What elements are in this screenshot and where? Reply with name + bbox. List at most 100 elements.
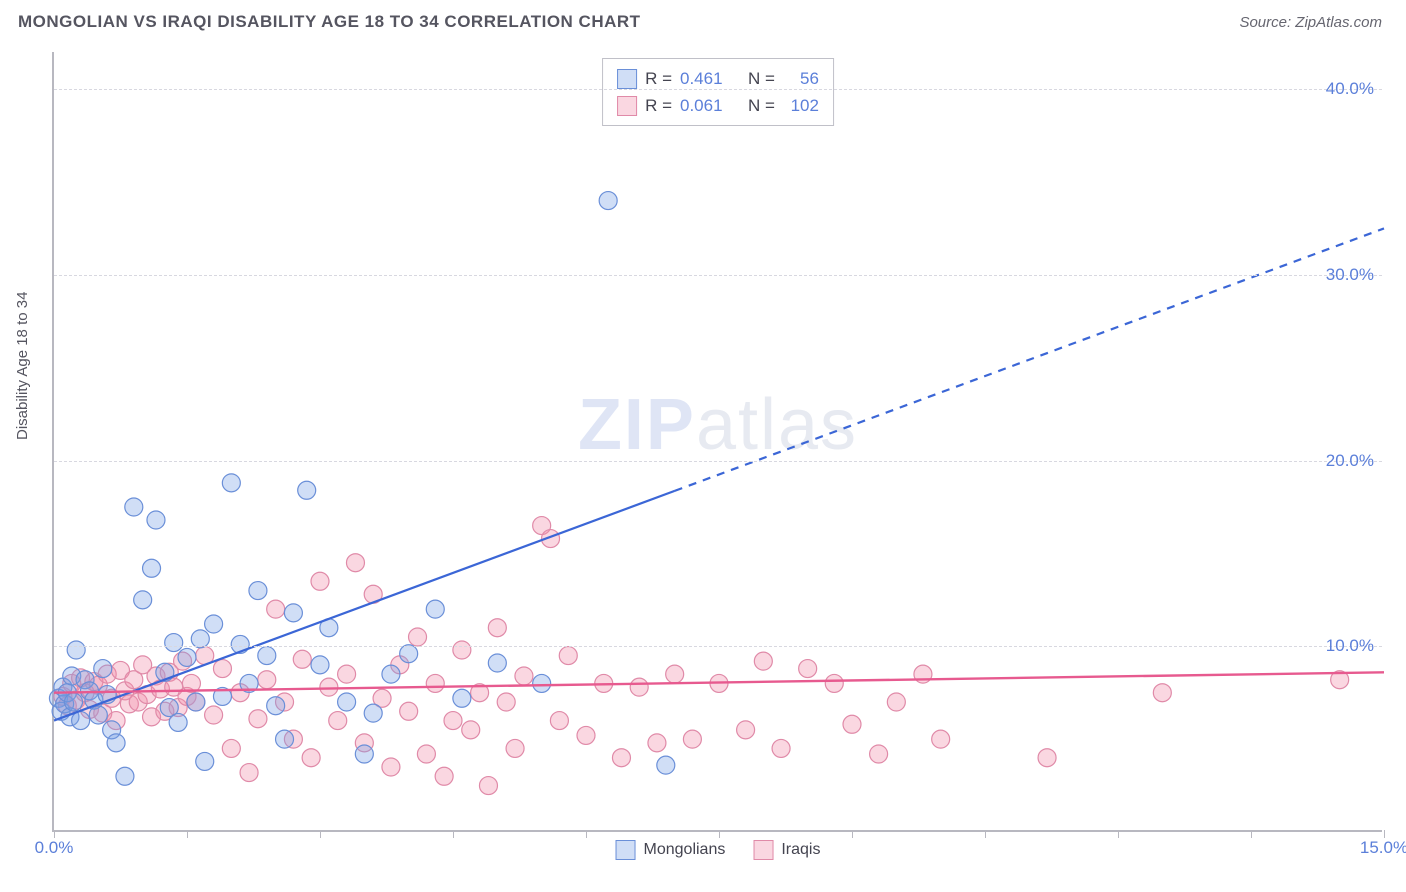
y-axis-label: Disability Age 18 to 34 bbox=[14, 292, 31, 440]
swatch-iraqis bbox=[617, 96, 637, 116]
data-point bbox=[559, 647, 577, 665]
data-point bbox=[754, 652, 772, 670]
data-point bbox=[630, 678, 648, 696]
swatch-mongolians-bottom bbox=[616, 840, 636, 860]
x-tick-mark bbox=[187, 830, 188, 838]
correlation-legend: R = 0.461 N = 56 R = 0.061 N = 102 bbox=[602, 58, 834, 126]
data-point bbox=[497, 693, 515, 711]
data-point bbox=[89, 706, 107, 724]
data-point bbox=[191, 630, 209, 648]
data-point bbox=[577, 726, 595, 744]
scatter-plot-svg bbox=[54, 52, 1382, 830]
data-point bbox=[222, 739, 240, 757]
data-point bbox=[178, 648, 196, 666]
data-point bbox=[338, 693, 356, 711]
data-point bbox=[249, 582, 267, 600]
data-point bbox=[409, 628, 427, 646]
data-point bbox=[382, 665, 400, 683]
data-point bbox=[648, 734, 666, 752]
data-point bbox=[506, 739, 524, 757]
data-point bbox=[1038, 749, 1056, 767]
data-point bbox=[107, 734, 125, 752]
x-tick-mark bbox=[719, 830, 720, 838]
legend-row-iraqis: R = 0.061 N = 102 bbox=[617, 92, 819, 119]
data-point bbox=[143, 559, 161, 577]
source-attribution: Source: ZipAtlas.com bbox=[1239, 14, 1382, 31]
x-tick-mark bbox=[453, 830, 454, 838]
chart-plot-area: ZIPatlas R = 0.461 N = 56 R = 0.061 N = … bbox=[52, 52, 1382, 832]
data-point bbox=[258, 671, 276, 689]
data-point bbox=[666, 665, 684, 683]
x-tick-label: 0.0% bbox=[35, 838, 74, 858]
y-tick-label: 30.0% bbox=[1326, 265, 1374, 285]
data-point bbox=[887, 693, 905, 711]
data-point bbox=[267, 600, 285, 618]
data-point bbox=[417, 745, 435, 763]
data-point bbox=[222, 474, 240, 492]
data-point bbox=[843, 715, 861, 733]
data-point bbox=[550, 712, 568, 730]
data-point bbox=[346, 554, 364, 572]
data-point bbox=[355, 745, 373, 763]
data-point bbox=[205, 706, 223, 724]
data-point bbox=[453, 641, 471, 659]
data-point bbox=[400, 702, 418, 720]
data-point bbox=[196, 752, 214, 770]
gridline bbox=[54, 275, 1382, 276]
data-point bbox=[515, 667, 533, 685]
data-point bbox=[400, 645, 418, 663]
chart-title: MONGOLIAN VS IRAQI DISABILITY AGE 18 TO … bbox=[18, 12, 641, 32]
x-tick-mark bbox=[586, 830, 587, 838]
data-point bbox=[116, 767, 134, 785]
data-point bbox=[462, 721, 480, 739]
data-point bbox=[599, 192, 617, 210]
data-point bbox=[187, 693, 205, 711]
data-point bbox=[737, 721, 755, 739]
data-point bbox=[612, 749, 630, 767]
data-point bbox=[169, 713, 187, 731]
data-point bbox=[683, 730, 701, 748]
legend-item-mongolians: Mongolians bbox=[616, 840, 726, 860]
data-point bbox=[338, 665, 356, 683]
data-point bbox=[382, 758, 400, 776]
x-tick-mark bbox=[54, 830, 55, 838]
trend-line-dashed bbox=[675, 228, 1384, 490]
gridline bbox=[54, 89, 1382, 90]
data-point bbox=[240, 764, 258, 782]
data-point bbox=[435, 767, 453, 785]
data-point bbox=[453, 689, 471, 707]
data-point bbox=[488, 619, 506, 637]
x-tick-mark bbox=[1384, 830, 1385, 838]
data-point bbox=[249, 710, 267, 728]
data-point bbox=[426, 674, 444, 692]
data-point bbox=[329, 712, 347, 730]
data-point bbox=[258, 647, 276, 665]
data-point bbox=[1153, 684, 1171, 702]
data-point bbox=[870, 745, 888, 763]
data-point bbox=[479, 777, 497, 795]
data-point bbox=[311, 572, 329, 590]
x-tick-label: 15.0% bbox=[1360, 838, 1406, 858]
data-point bbox=[293, 650, 311, 668]
data-point bbox=[284, 604, 302, 622]
x-tick-mark bbox=[852, 830, 853, 838]
data-point bbox=[444, 712, 462, 730]
data-point bbox=[67, 641, 85, 659]
series-legend: Mongolians Iraqis bbox=[616, 840, 821, 860]
data-point bbox=[311, 656, 329, 674]
data-point bbox=[276, 730, 294, 748]
data-point bbox=[533, 674, 551, 692]
data-point bbox=[320, 678, 338, 696]
data-point bbox=[165, 634, 183, 652]
x-tick-mark bbox=[1251, 830, 1252, 838]
data-point bbox=[932, 730, 950, 748]
y-tick-label: 40.0% bbox=[1326, 79, 1374, 99]
swatch-mongolians bbox=[617, 69, 637, 89]
data-point bbox=[267, 697, 285, 715]
data-point bbox=[657, 756, 675, 774]
data-point bbox=[825, 674, 843, 692]
data-point bbox=[302, 749, 320, 767]
legend-item-iraqis: Iraqis bbox=[753, 840, 820, 860]
swatch-iraqis-bottom bbox=[753, 840, 773, 860]
data-point bbox=[134, 591, 152, 609]
